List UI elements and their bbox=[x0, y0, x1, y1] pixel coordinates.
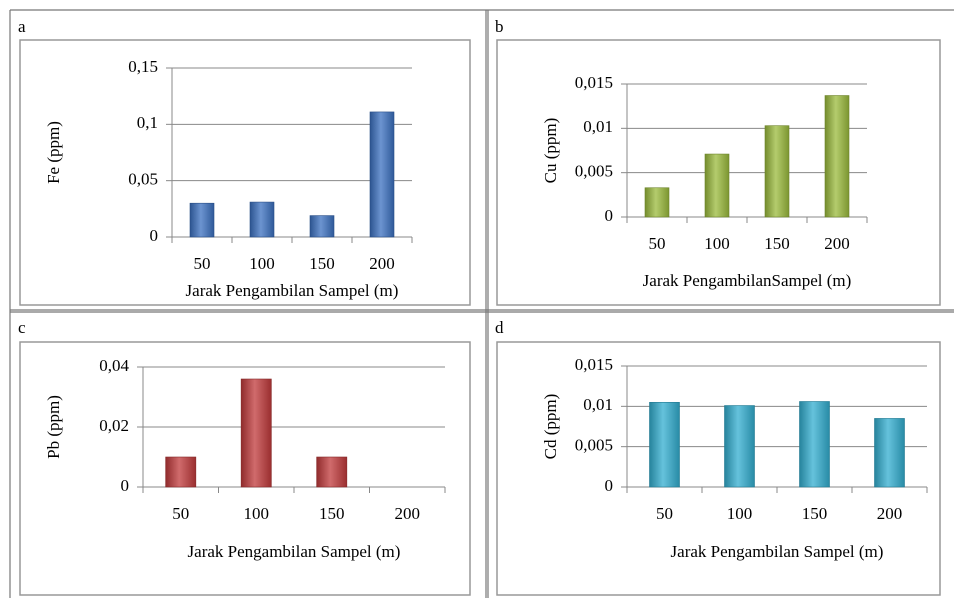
x-tick-label: 150 bbox=[764, 234, 790, 253]
bar bbox=[316, 456, 348, 488]
x-axis-label: Jarak PengambilanSampel (m) bbox=[643, 271, 852, 290]
y-tick-label: 0,15 bbox=[128, 57, 158, 76]
x-tick-label: 50 bbox=[194, 254, 211, 273]
y-axis-label: Pb (ppm) bbox=[44, 395, 63, 459]
bar bbox=[724, 405, 755, 488]
chart-frame bbox=[19, 39, 471, 306]
y-tick-label: 0,02 bbox=[99, 416, 129, 435]
y-axis-label: Fe (ppm) bbox=[44, 121, 63, 184]
bar bbox=[799, 401, 830, 488]
x-tick-label: 100 bbox=[704, 234, 730, 253]
bar bbox=[369, 111, 395, 238]
bar bbox=[704, 153, 730, 218]
x-tick-label: 150 bbox=[319, 504, 345, 523]
panel-letter: c bbox=[18, 318, 26, 337]
bar bbox=[309, 215, 335, 238]
x-axis-label: Jarak Pengambilan Sampel (m) bbox=[671, 542, 884, 561]
y-tick-label: 0 bbox=[121, 476, 130, 495]
x-tick-label: 200 bbox=[369, 254, 395, 273]
x-tick-label: 200 bbox=[877, 504, 903, 523]
x-tick-label: 150 bbox=[802, 504, 828, 523]
y-tick-label: 0 bbox=[605, 476, 614, 495]
x-axis-label: Jarak Pengambilan Sampel (m) bbox=[186, 281, 399, 300]
bar bbox=[644, 187, 670, 218]
panel-letter: d bbox=[495, 318, 504, 337]
y-tick-label: 0,015 bbox=[575, 73, 613, 92]
y-tick-label: 0,04 bbox=[99, 356, 129, 375]
y-tick-label: 0,015 bbox=[575, 355, 613, 374]
bar bbox=[249, 201, 275, 238]
table-borders bbox=[9, 9, 954, 598]
y-axis-label: Cu (ppm) bbox=[541, 118, 560, 184]
y-tick-label: 0,01 bbox=[583, 395, 613, 414]
panel-letter: b bbox=[495, 17, 504, 36]
x-tick-label: 200 bbox=[824, 234, 850, 253]
chart-frame bbox=[19, 341, 471, 596]
y-axis-label: Cd (ppm) bbox=[541, 394, 560, 460]
x-axis-label: Jarak Pengambilan Sampel (m) bbox=[188, 542, 401, 561]
y-tick-label: 0,01 bbox=[583, 117, 613, 136]
bar bbox=[240, 378, 272, 488]
bar bbox=[764, 125, 790, 218]
bar bbox=[649, 401, 680, 488]
x-tick-label: 50 bbox=[649, 234, 666, 253]
chart-frame bbox=[496, 341, 941, 596]
x-tick-label: 100 bbox=[249, 254, 275, 273]
x-tick-label: 50 bbox=[656, 504, 673, 523]
x-tick-label: 100 bbox=[727, 504, 753, 523]
y-tick-label: 0 bbox=[150, 226, 159, 245]
x-tick-label: 150 bbox=[309, 254, 335, 273]
x-tick-label: 50 bbox=[172, 504, 189, 523]
bar bbox=[189, 202, 215, 238]
x-tick-label: 100 bbox=[244, 504, 270, 523]
bar bbox=[165, 456, 197, 488]
y-tick-label: 0,005 bbox=[575, 162, 613, 181]
bar bbox=[824, 95, 850, 218]
y-tick-label: 0,1 bbox=[137, 113, 158, 132]
y-tick-label: 0,05 bbox=[128, 170, 158, 189]
x-tick-label: 200 bbox=[395, 504, 421, 523]
y-tick-label: 0,005 bbox=[575, 436, 613, 455]
y-tick-label: 0 bbox=[605, 206, 614, 225]
bar bbox=[874, 418, 905, 488]
chart-frame bbox=[496, 39, 941, 306]
panel-letter: a bbox=[18, 17, 26, 36]
